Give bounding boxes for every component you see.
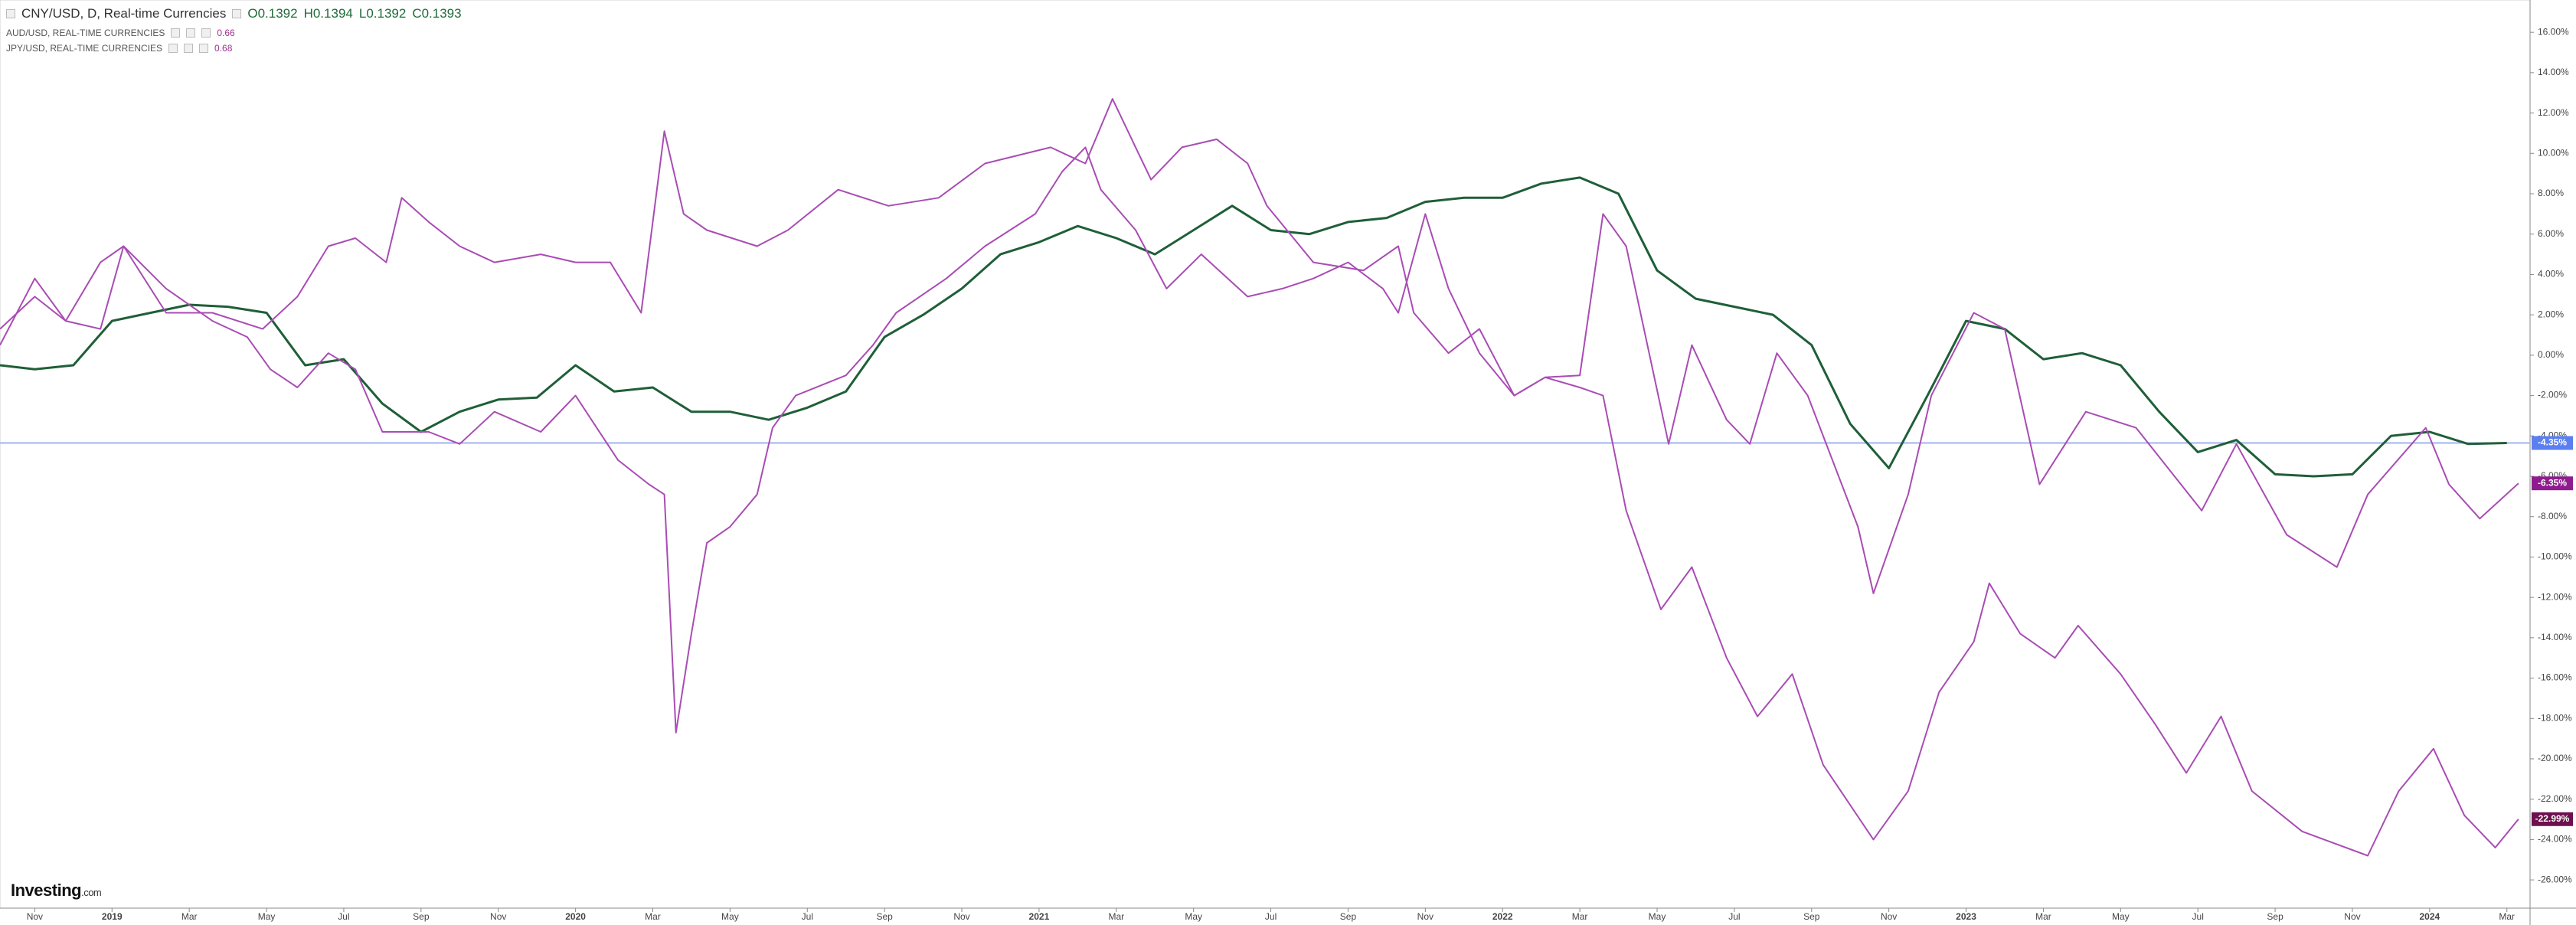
y-tick-label: -16.00% — [2538, 672, 2572, 683]
y-tick-label: 6.00% — [2538, 228, 2564, 239]
y-tick-label: -8.00% — [2538, 511, 2567, 521]
y-tick-label: 12.00% — [2538, 107, 2569, 118]
y-tick-label: -2.00% — [2538, 390, 2567, 400]
y-tick-label: -24.00% — [2538, 834, 2572, 845]
x-tick-label: Mar — [1572, 911, 1588, 922]
icon[interactable] — [168, 44, 178, 53]
x-tick-label: Mar — [2035, 911, 2051, 922]
y-tick-label: 0.00% — [2538, 349, 2564, 360]
logo-main: Investing — [11, 881, 82, 900]
x-tick-label: Mar — [645, 911, 661, 922]
x-tick-label: Mar — [181, 911, 198, 922]
x-tick-label: Sep — [1803, 911, 1820, 922]
x-tick-label: Jul — [338, 911, 349, 922]
icon[interactable] — [186, 28, 196, 38]
last-value-label: -6.35% — [2538, 477, 2567, 488]
x-tick-label: 2024 — [2419, 911, 2440, 922]
y-tick-label: -26.00% — [2538, 874, 2572, 884]
last-price: 0.68 — [214, 43, 233, 54]
x-tick-label: Nov — [1417, 911, 1433, 922]
last-value-badge — [2532, 812, 2573, 826]
y-tick-label: -18.00% — [2538, 712, 2572, 723]
x-tick-label: Sep — [2267, 911, 2283, 922]
y-tick-label: 14.00% — [2538, 67, 2569, 77]
x-tick-label: May — [721, 911, 739, 922]
settings-icon[interactable] — [232, 9, 242, 18]
x-tick-label: Nov — [490, 911, 506, 922]
plot-area — [0, 0, 2531, 909]
ohlc-close: C0.1393 — [412, 6, 462, 21]
icon[interactable] — [199, 44, 209, 53]
series-name: AUD/USD, REAL-TIME CURRENCIES — [6, 28, 165, 38]
x-tick-label: Nov — [27, 911, 43, 922]
series-name: CNY/USD, D, Real-time Currencies — [21, 6, 227, 21]
ohlc-high: H0.1394 — [303, 6, 353, 21]
x-tick-label: 2020 — [565, 911, 586, 922]
x-tick-label: Sep — [1340, 911, 1357, 922]
y-tick-label: -10.00% — [2538, 551, 2572, 562]
last-value-badge — [2532, 476, 2573, 491]
x-tick-label: Sep — [413, 911, 430, 922]
y-tick-label: 2.00% — [2538, 309, 2564, 319]
x-tick-label: Sep — [876, 911, 893, 922]
series-name: JPY/USD, REAL-TIME CURRENCIES — [6, 43, 163, 54]
y-tick-label: -14.00% — [2538, 632, 2572, 642]
icon[interactable] — [171, 28, 181, 38]
header-main: CNY/USD, D, Real-time Currencies O0.1392… — [6, 6, 462, 21]
series-line — [0, 146, 2519, 734]
series-line — [0, 176, 2507, 478]
x-tick-label: Jul — [1728, 911, 1740, 922]
x-tick-label: 2019 — [102, 911, 123, 922]
ohlc-open: O0.1392 — [247, 6, 298, 21]
y-tick-label: 8.00% — [2538, 188, 2564, 198]
x-tick-label: May — [258, 911, 276, 922]
y-tick-label: -22.00% — [2538, 793, 2572, 804]
last-value-label: -4.35% — [2538, 437, 2567, 448]
y-tick-label: -12.00% — [2538, 591, 2572, 602]
y-tick-label: 16.00% — [2538, 26, 2569, 37]
last-value-label: -22.99% — [2535, 813, 2570, 824]
x-tick-label: 2023 — [1956, 911, 1976, 922]
x-tick-label: Mar — [1108, 911, 1124, 922]
icon[interactable] — [201, 28, 211, 38]
x-tick-label: May — [1649, 911, 1666, 922]
x-tick-label: May — [1185, 911, 1202, 922]
collapse-icon[interactable] — [6, 9, 15, 18]
header-jpy: JPY/USD, REAL-TIME CURRENCIES 0.68 — [6, 43, 232, 54]
y-tick-label: 10.00% — [2538, 147, 2569, 158]
x-tick-label: 2022 — [1492, 911, 1513, 922]
x-tick-label: 2021 — [1029, 911, 1050, 922]
y-tick-label: 4.00% — [2538, 269, 2564, 279]
x-tick-label: Nov — [953, 911, 969, 922]
x-tick-label: Jul — [802, 911, 813, 922]
series-line — [0, 98, 2519, 857]
x-tick-label: Nov — [2344, 911, 2360, 922]
ohlc-low: L0.1392 — [358, 6, 407, 21]
x-tick-label: Jul — [2192, 911, 2204, 922]
x-tick-label: Mar — [2499, 911, 2515, 922]
x-tick-label: Jul — [1265, 911, 1277, 922]
x-tick-label: Nov — [1881, 911, 1897, 922]
icon[interactable] — [184, 44, 194, 53]
logo: Investing.com — [11, 881, 102, 900]
logo-suffix: .com — [81, 887, 102, 898]
last-value-badge — [2532, 436, 2573, 450]
y-tick-label: -20.00% — [2538, 753, 2572, 763]
last-price: 0.66 — [217, 28, 235, 38]
header-aud: AUD/USD, REAL-TIME CURRENCIES 0.66 — [6, 28, 235, 38]
x-tick-label: May — [2112, 911, 2130, 922]
